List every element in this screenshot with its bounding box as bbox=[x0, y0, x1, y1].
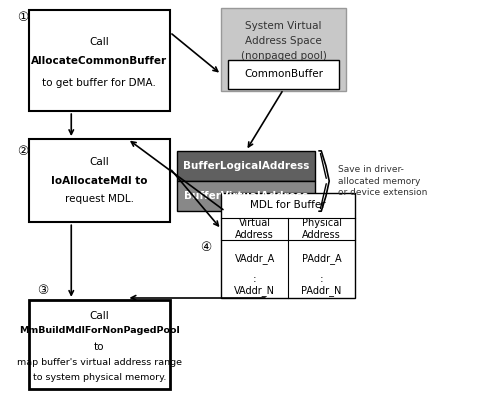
Text: ②: ② bbox=[17, 145, 29, 158]
FancyBboxPatch shape bbox=[228, 60, 339, 89]
Text: request MDL.: request MDL. bbox=[65, 194, 134, 204]
Text: Virtual
Address: Virtual Address bbox=[235, 218, 274, 240]
Text: CommonBuffer: CommonBuffer bbox=[244, 69, 323, 79]
Text: VAddr_N: VAddr_N bbox=[234, 285, 275, 296]
FancyBboxPatch shape bbox=[221, 193, 355, 298]
Text: Save in driver-
allocated memory
or device extension: Save in driver- allocated memory or devi… bbox=[338, 165, 427, 197]
Text: Call: Call bbox=[90, 157, 109, 167]
FancyBboxPatch shape bbox=[29, 139, 170, 222]
Text: BufferLogicalAddress: BufferLogicalAddress bbox=[183, 161, 309, 171]
Text: ③: ③ bbox=[37, 284, 49, 297]
Text: AllocateCommonBuffer: AllocateCommonBuffer bbox=[31, 56, 167, 66]
Text: MDL for Buffer: MDL for Buffer bbox=[250, 200, 326, 210]
Text: :: : bbox=[320, 274, 323, 284]
Text: IoAllocateMdl to: IoAllocateMdl to bbox=[51, 175, 148, 186]
Text: to system physical memory.: to system physical memory. bbox=[33, 373, 166, 382]
Text: Call: Call bbox=[90, 311, 109, 321]
Text: PAddr_N: PAddr_N bbox=[302, 285, 342, 296]
Text: BufferVirtualAddress: BufferVirtualAddress bbox=[184, 191, 308, 201]
FancyBboxPatch shape bbox=[177, 181, 315, 211]
Text: MmBuildMdlForNonPagedPool: MmBuildMdlForNonPagedPool bbox=[19, 326, 180, 335]
Text: ①: ① bbox=[17, 11, 29, 24]
Text: map buffer's virtual address range: map buffer's virtual address range bbox=[17, 358, 182, 367]
Text: to: to bbox=[94, 342, 105, 352]
Text: Call: Call bbox=[90, 37, 109, 47]
Text: ④: ④ bbox=[200, 241, 212, 254]
Text: Address Space: Address Space bbox=[245, 36, 322, 46]
Text: PAddr_A: PAddr_A bbox=[302, 253, 341, 264]
FancyBboxPatch shape bbox=[29, 10, 170, 111]
Text: System Virtual: System Virtual bbox=[245, 21, 322, 31]
Text: (nonpaged pool): (nonpaged pool) bbox=[241, 51, 326, 61]
FancyBboxPatch shape bbox=[177, 151, 315, 181]
FancyBboxPatch shape bbox=[221, 8, 346, 91]
Text: to get buffer for DMA.: to get buffer for DMA. bbox=[43, 78, 156, 88]
FancyBboxPatch shape bbox=[29, 300, 170, 389]
Text: VAddr_A: VAddr_A bbox=[235, 253, 275, 264]
Text: :: : bbox=[253, 274, 257, 284]
Text: Physical
Address: Physical Address bbox=[302, 218, 342, 240]
